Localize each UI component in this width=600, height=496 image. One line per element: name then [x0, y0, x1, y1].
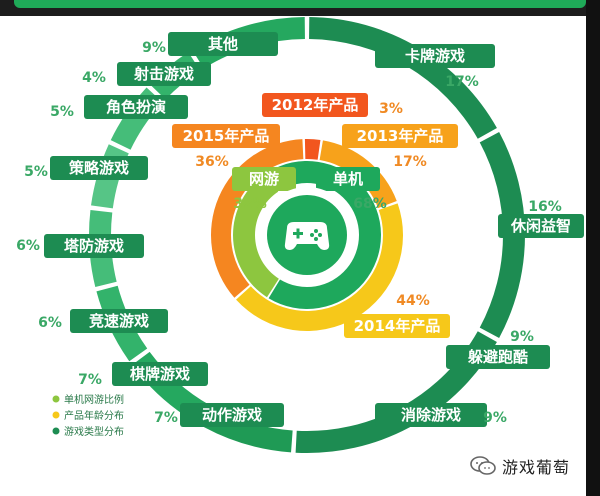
- type-tag-2-label: 躲避跑酷: [468, 348, 528, 366]
- type-tag-1-box: [498, 214, 584, 238]
- legend-label-1: 产品年龄分布: [64, 409, 124, 422]
- type-tag-2: 躲避跑酷: [446, 345, 550, 369]
- legend-label-0: 单机网游比例: [64, 393, 124, 406]
- year-tag-2-box: [344, 314, 450, 338]
- ring1-slice-0: [304, 139, 321, 160]
- ring2-slice-1: [479, 131, 525, 339]
- type-tag-10-label: 射击游戏: [133, 65, 194, 83]
- center-badge: [259, 187, 355, 283]
- type-tag-3-box: [375, 403, 487, 427]
- year-tag-0: 2012年产品: [262, 93, 368, 117]
- legend-dot-2: [52, 427, 60, 435]
- year-pct-3: 36%: [195, 154, 229, 170]
- type-tag-7: 塔防游戏: [44, 234, 144, 258]
- type-tag-11-label: 其他: [208, 35, 238, 53]
- type-tag-9-box: [84, 95, 188, 119]
- year-tag-3-label: 2015年产品: [183, 127, 270, 145]
- type-tag-1: 休闲益智: [498, 214, 584, 238]
- type-tag-5: 棋牌游戏: [112, 362, 208, 386]
- legend-dot-0: [52, 395, 60, 403]
- type-tag-1-label: 休闲益智: [510, 217, 571, 235]
- type-tag-10-box: [117, 62, 211, 86]
- type-tag-7-label: 塔防游戏: [64, 237, 124, 255]
- type-tag-0-label: 卡牌游戏: [405, 47, 465, 65]
- type-tag-9-label: 角色扮演: [106, 98, 166, 116]
- type-pct-1: 16%: [528, 199, 562, 215]
- type-tag-6: 竞速游戏: [70, 309, 168, 333]
- type-tag-10: 射击游戏: [117, 62, 211, 86]
- year-tag-1: 2013年产品: [342, 124, 458, 148]
- inner-tag-1-label: 单机: [333, 170, 363, 188]
- watermark-text: 游戏葡萄: [502, 458, 571, 477]
- type-tag-5-label: 棋牌游戏: [130, 365, 190, 383]
- type-tag-8-label: 策略游戏: [68, 159, 129, 177]
- legend-dot-1: [52, 411, 60, 419]
- type-tag-8-box: [50, 156, 148, 180]
- inner-tag-1: 单机: [316, 167, 380, 191]
- ring1-slice-2: [236, 203, 404, 332]
- type-pct-10: 4%: [82, 70, 106, 86]
- year-tag-1-label: 2013年产品: [357, 127, 444, 145]
- ring2-slice-0: [309, 17, 497, 139]
- type-tag-8: 策略游戏: [50, 156, 148, 180]
- inner-tag-0-box: [232, 167, 296, 191]
- year-pct-0: 3%: [379, 101, 403, 117]
- legend-label-2: 游戏类型分布: [64, 425, 124, 438]
- inner-tag-0: 网游: [232, 167, 296, 191]
- type-tag-11-box: [168, 32, 278, 56]
- inner-tag-0-label: 网游: [249, 170, 279, 188]
- type-tag-0-box: [375, 44, 495, 68]
- ring0-slice-0: [232, 173, 279, 298]
- watermark: 游戏葡萄: [470, 452, 570, 480]
- inner-tag-1-box: [316, 167, 380, 191]
- year-tag-2-label: 2014年产品: [354, 317, 441, 335]
- type-pct-8: 5%: [24, 164, 48, 180]
- type-pct-6: 6%: [38, 315, 62, 331]
- year-tag-3-box: [172, 124, 280, 148]
- type-pct-2: 9%: [510, 329, 534, 345]
- type-tag-4-label: 动作游戏: [202, 406, 262, 424]
- year-tag-3: 2015年产品: [172, 124, 280, 148]
- chat-bubble-icon: [470, 456, 496, 475]
- gamepad-icon: [284, 222, 330, 250]
- inner-pct-1: 68%: [353, 196, 387, 212]
- year-tag-0-box: [262, 93, 368, 117]
- type-tag-5-box: [112, 362, 208, 386]
- top-banner-accent: [14, 0, 586, 8]
- right-edge-border: [586, 0, 600, 496]
- top-banner: [0, 0, 600, 16]
- type-pct-11: 9%: [142, 40, 166, 56]
- type-tag-4: 动作游戏: [180, 403, 284, 427]
- type-tag-2-box: [446, 345, 550, 369]
- year-tag-0-label: 2012年产品: [272, 96, 359, 114]
- type-tag-7-box: [44, 234, 144, 258]
- type-tag-9: 角色扮演: [84, 95, 188, 119]
- inner-pct-0: 32%: [233, 196, 267, 212]
- year-pct-1: 17%: [393, 154, 427, 170]
- type-pct-0: 17%: [445, 74, 479, 90]
- type-pct-3: 9%: [483, 410, 507, 426]
- type-tag-6-label: 竞速游戏: [89, 312, 149, 330]
- type-pct-9: 5%: [50, 104, 74, 120]
- year-tag-2: 2014年产品: [344, 314, 450, 338]
- year-tag-1-box: [342, 124, 458, 148]
- type-pct-5: 7%: [78, 372, 102, 388]
- type-tag-11: 其他: [168, 32, 278, 56]
- type-tag-3-label: 消除游戏: [401, 406, 461, 424]
- type-tag-0: 卡牌游戏: [375, 44, 495, 68]
- type-tag-4-box: [180, 403, 284, 427]
- year-pct-2: 44%: [396, 293, 430, 309]
- type-tag-6-box: [70, 309, 168, 333]
- ring0-slice-1: [267, 161, 381, 309]
- type-pct-7: 6%: [16, 238, 40, 254]
- type-pct-4: 7%: [154, 410, 178, 426]
- type-tag-3: 消除游戏: [375, 403, 487, 427]
